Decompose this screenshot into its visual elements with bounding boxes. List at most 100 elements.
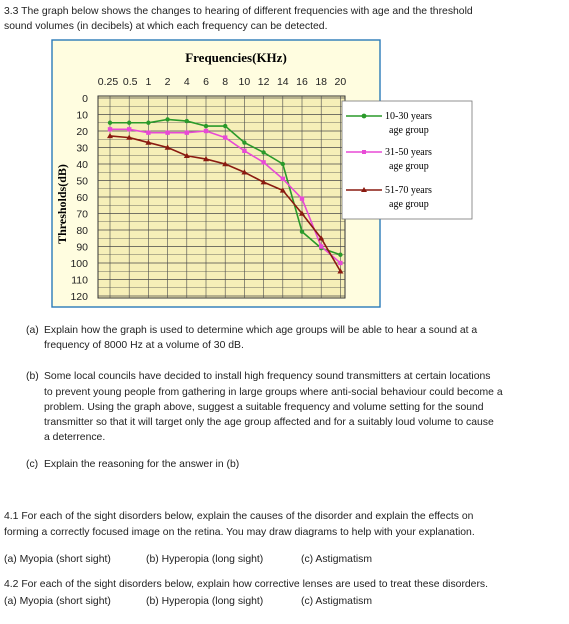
legend-label-10-30-line2: age group — [389, 125, 429, 136]
y-tick-label: 60 — [76, 192, 88, 204]
y-tick-label: 30 — [76, 143, 88, 155]
x-tick-label: 16 — [296, 76, 308, 88]
x-tick-label: 4 — [184, 76, 190, 88]
data-point — [126, 134, 133, 140]
data-point — [299, 229, 305, 234]
x-tick-label: 2 — [165, 76, 171, 88]
q42-option-a: (a) Myopia (short sight) — [4, 596, 111, 607]
data-point — [107, 120, 113, 125]
question-b-line-4: transmitter so that it will target only … — [44, 417, 494, 428]
data-point — [203, 128, 209, 134]
question-c-line-1: Explain the reasoning for the answer in … — [44, 459, 240, 470]
data-point — [222, 161, 229, 167]
y-tick-label: 0 — [82, 93, 88, 105]
data-point — [299, 196, 305, 201]
data-point — [279, 187, 286, 193]
data-point — [241, 169, 248, 175]
y-axis-label: Thresholds(dB) — [55, 164, 69, 244]
q42-line-1: 4.2 For each of the sight disorders belo… — [4, 579, 489, 590]
q42-option-c: (c) Astigmatism — [301, 596, 373, 607]
y-tick-label: 90 — [76, 242, 88, 254]
data-point — [260, 179, 267, 185]
x-tick-label: 10 — [239, 76, 251, 88]
q41-option-c: (c) Astigmatism — [301, 554, 373, 565]
data-point — [280, 176, 285, 182]
data-point — [338, 252, 343, 257]
question-a-line-1: Explain how the graph is used to determi… — [44, 325, 478, 336]
x-tick-label: 0.25 — [98, 76, 119, 88]
data-point — [146, 130, 151, 135]
y-tick-label: 80 — [76, 225, 88, 237]
data-point — [165, 117, 170, 122]
data-point — [223, 135, 228, 140]
data-point — [203, 156, 209, 162]
q42-option-b: (b) Hyperopia (long sight) — [146, 596, 264, 607]
data-point — [164, 144, 171, 150]
data-point — [242, 148, 247, 153]
data-point — [299, 210, 305, 216]
legend-label-31-50-line2: age group — [389, 161, 429, 172]
hearing-threshold-chart: Frequencies(KHz) Thresholds(dB) 0.25 0.5 1… — [51, 39, 473, 308]
data-point — [184, 130, 189, 135]
y-tick-label: 10 — [76, 110, 88, 122]
y-tick-label: 70 — [76, 209, 88, 221]
question-b-line-1: Some local councils have decided to inst… — [44, 371, 491, 382]
data-point — [146, 120, 151, 125]
q41-line-1: 4.1 For each of the sight disorders belo… — [4, 511, 474, 522]
legend-label-31-50-line1: 31-50 years — [385, 147, 432, 158]
data-point — [183, 152, 190, 158]
legend-marker — [361, 113, 367, 119]
x-tick-label: 1 — [145, 76, 151, 88]
x-tick-label: 0.5 — [123, 76, 138, 88]
legend-label-51-70-line1: 51-70 years — [385, 185, 432, 196]
question-intro-line-1: 3.3 The graph below shows the changes to… — [4, 6, 473, 17]
legend: 10-30 years age group 31-50 years age gr… — [341, 100, 473, 220]
legend-item-51-70: 51-70 years age group — [346, 185, 432, 210]
data-point — [107, 132, 113, 139]
legend-box — [341, 100, 473, 220]
data-point — [261, 160, 266, 165]
question-a-label: (a) — [26, 325, 39, 336]
x-tick-labels: 0.25 0.5 1 2 4 6 8 10 12 14 16 18 20 — [98, 76, 347, 88]
q41-option-a: (a) Myopia (short sight) — [4, 554, 111, 565]
y-tick-label: 100 — [70, 258, 88, 270]
x-tick-label: 18 — [315, 76, 327, 88]
y-tick-label: 50 — [76, 176, 88, 188]
q41-line-2: forming a correctly focused image on the… — [4, 527, 475, 538]
legend-marker — [361, 187, 367, 192]
legend-item-31-50: 31-50 years age group — [346, 147, 432, 172]
legend-item-10-30: 10-30 years age group — [346, 111, 432, 136]
data-point — [165, 130, 170, 135]
series-markers — [107, 117, 344, 274]
q41-option-b: (b) Hyperopia (long sight) — [146, 554, 264, 565]
x-tick-label: 14 — [277, 76, 289, 88]
data-point — [203, 123, 209, 129]
question-b-line-3: problem. Using the graph above, suggest … — [44, 402, 484, 413]
y-tick-labels: 0 10 20 30 40 50 60 70 80 90 100 110 120 — [70, 93, 88, 303]
x-tick-label: 20 — [335, 76, 347, 88]
data-point — [184, 118, 189, 124]
data-point — [337, 268, 344, 274]
data-point — [107, 127, 113, 132]
data-point — [318, 235, 325, 241]
question-a-line-2: frequency of 8000 Hz at a volume of 30 d… — [44, 340, 244, 351]
question-intro-line-2: sound volumes (in decibels) at which eac… — [4, 21, 328, 32]
data-point — [127, 120, 132, 125]
data-point — [145, 139, 152, 145]
data-point — [223, 123, 228, 129]
data-point — [242, 140, 247, 145]
question-b-line-5: a deterrence. — [44, 432, 106, 443]
y-tick-label: 40 — [76, 159, 88, 171]
legend-label-51-70-line2: age group — [389, 199, 429, 210]
data-point — [338, 260, 343, 266]
y-tick-label: 120 — [70, 291, 88, 303]
gridlines — [98, 96, 345, 298]
question-b-line-2: to prevent young people from gathering i… — [44, 387, 503, 398]
data-point — [127, 127, 132, 132]
legend-label-10-30-line1: 10-30 years — [385, 111, 432, 122]
x-tick-label: 12 — [258, 76, 270, 88]
x-tick-label: 6 — [203, 76, 209, 88]
chart-title: Frequencies(KHz) — [185, 50, 287, 65]
y-tick-label: 20 — [76, 126, 88, 138]
y-tick-label: 110 — [71, 275, 88, 287]
